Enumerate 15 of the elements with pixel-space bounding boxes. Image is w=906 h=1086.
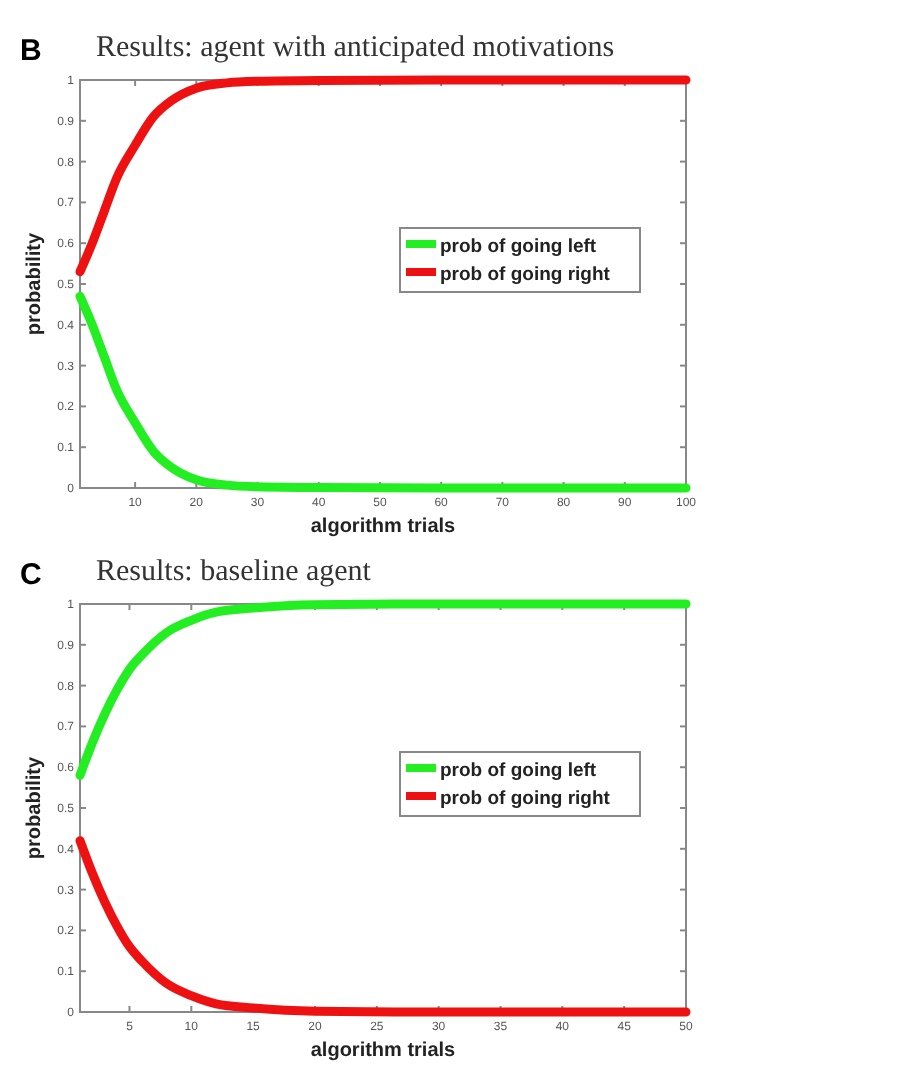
text: B	[20, 34, 42, 68]
legend-label: prob of going left	[440, 236, 598, 258]
x-axis-title: algorithm trials	[310, 1040, 457, 1062]
line-series	[75, 291, 691, 493]
text: C	[20, 558, 42, 592]
chart-title: Results: agent with anticipated motivations	[96, 32, 615, 64]
y-axis-title: probability	[24, 232, 46, 336]
legend-label: prob of going right	[440, 264, 612, 286]
line-series	[75, 599, 691, 780]
chart-title: Results: baseline agent	[96, 556, 373, 588]
line-series	[75, 836, 691, 1017]
x-axis-title: algorithm trials	[310, 516, 457, 538]
legend-label: prob of going left	[440, 760, 598, 782]
legend-label: prob of going right	[440, 788, 612, 810]
y-axis-title: probability	[24, 756, 46, 860]
